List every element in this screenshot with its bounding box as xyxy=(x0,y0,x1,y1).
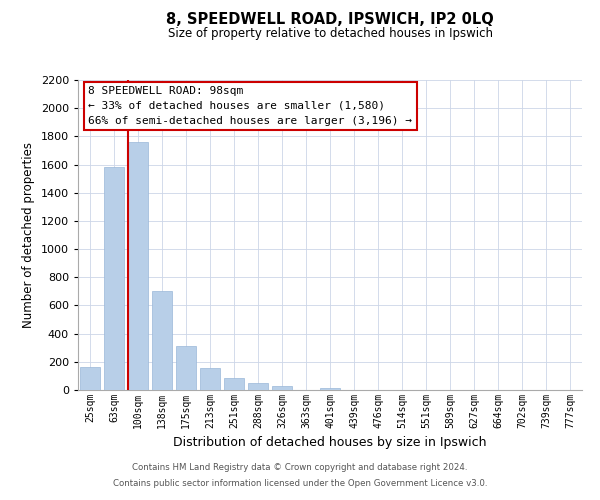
X-axis label: Distribution of detached houses by size in Ipswich: Distribution of detached houses by size … xyxy=(173,436,487,450)
Bar xyxy=(104,168,124,390)
Text: 8 SPEEDWELL ROAD: 98sqm
← 33% of detached houses are smaller (1,580)
66% of semi: 8 SPEEDWELL ROAD: 98sqm ← 33% of detache… xyxy=(88,86,412,126)
Text: Size of property relative to detached houses in Ipswich: Size of property relative to detached ho… xyxy=(167,28,493,40)
Bar xyxy=(272,386,292,390)
Bar xyxy=(152,292,172,390)
Bar xyxy=(80,368,100,390)
Bar xyxy=(200,368,220,390)
Bar xyxy=(176,346,196,390)
Bar xyxy=(128,142,148,390)
Bar xyxy=(224,378,244,390)
Text: Contains public sector information licensed under the Open Government Licence v3: Contains public sector information licen… xyxy=(113,478,487,488)
Text: 8, SPEEDWELL ROAD, IPSWICH, IP2 0LQ: 8, SPEEDWELL ROAD, IPSWICH, IP2 0LQ xyxy=(166,12,494,28)
Bar xyxy=(320,388,340,390)
Bar xyxy=(248,383,268,390)
Y-axis label: Number of detached properties: Number of detached properties xyxy=(22,142,35,328)
Text: Contains HM Land Registry data © Crown copyright and database right 2024.: Contains HM Land Registry data © Crown c… xyxy=(132,464,468,472)
